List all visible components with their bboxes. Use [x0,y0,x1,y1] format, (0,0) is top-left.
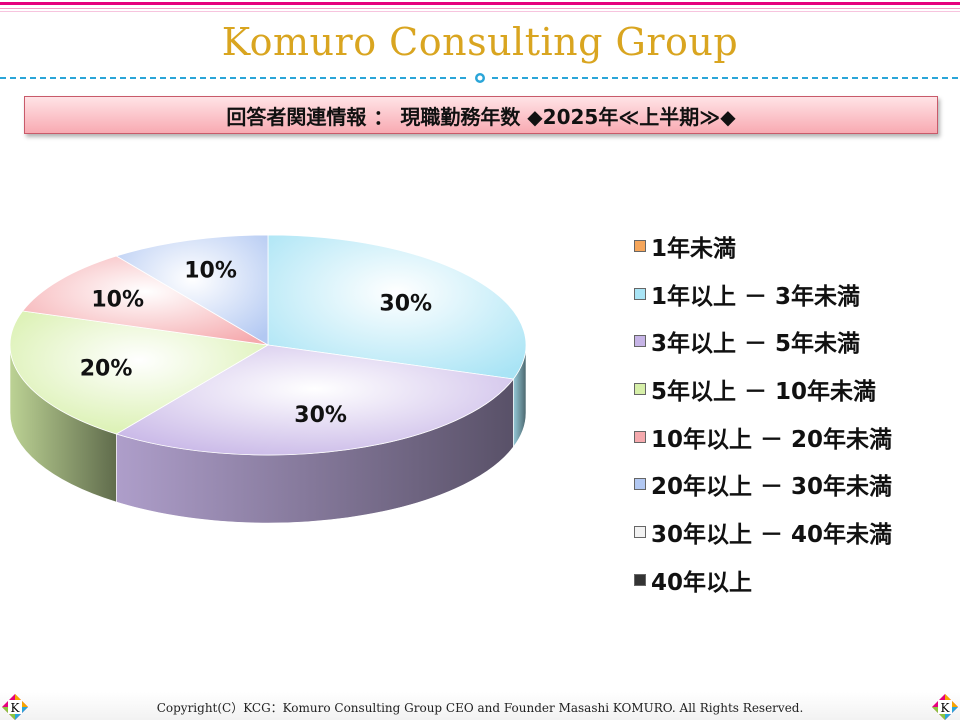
pie-slice-label-1: 30% [379,291,432,316]
legend-swatch [634,478,646,491]
legend-label: 30年以上 － 40年未満 [651,521,893,548]
legend-item: 20年以上 － 30年未満 [634,460,892,508]
legend-swatch [634,287,646,300]
pie-chart: 30% 30% 20% 10% 10% [9,234,527,524]
kcg-logo-left: K [2,694,28,720]
legend-item: 1年以上 － 3年未満 [634,270,892,318]
legend-label: 20年以上 － 30年未満 [651,474,893,501]
legend-label: 40年以上 [651,569,753,596]
pie-slice-label-2: 30% [294,403,347,428]
legend-swatch [634,335,646,348]
section-title-banner: 回答者関連情報 ： 現職勤務年数 ◆2025年≪上半期≫◆ [24,96,938,134]
pie-slice-label-4: 10% [91,287,144,312]
dashed-divider [0,73,960,83]
legend-label: 1年未満 [651,235,737,262]
section-title: 回答者関連情報 ： 現職勤務年数 ◆2025年≪上半期≫◆ [226,104,736,129]
pie-slice-2 [115,344,515,456]
svg-text:K: K [11,701,21,715]
pie-slice-3 [9,310,270,435]
footer-bar: Copyright(C）KCG：Komuro Consulting Group … [0,692,960,720]
legend-swatch [634,239,646,252]
copyright-text: Copyright(C）KCG：Komuro Consulting Group … [156,701,804,715]
top-decorative-rule [0,0,960,14]
legend-label: 1年以上 － 3年未満 [651,283,861,310]
legend-item: 3年以上 － 5年未満 [634,317,892,365]
legend-item: 10年以上 － 20年未満 [634,413,892,461]
legend-swatch [634,573,646,586]
pie-slice-label-5: 10% [184,259,237,284]
legend-item: 5年以上 － 10年未満 [634,365,892,413]
legend-item: 1年未満 [634,222,892,270]
pie-slice-1 [267,234,527,380]
legend-swatch [634,430,646,443]
chart-legend: 1年未満 1年以上 － 3年未満 3年以上 － 5年未満 5年以上 － 10年未満 10… [634,222,892,604]
legend-label: 5年以上 － 10年未満 [651,378,877,405]
kcg-logo-right: K [932,694,958,720]
pie-slice-5 [115,234,269,346]
pie-slice-label-3: 20% [80,356,133,381]
svg-text:K: K [941,701,951,715]
legend-label: 3年以上 － 5年未満 [651,331,861,358]
legend-item: 30年以上 － 40年未満 [634,508,892,556]
legend-swatch [634,382,646,395]
brand-title: Komuro Consulting Group [221,20,739,64]
pie-slice-4 [21,255,269,346]
legend-label: 10年以上 － 20年未満 [651,426,893,453]
legend-swatch [634,525,646,538]
legend-item: 40年以上 [634,556,892,604]
